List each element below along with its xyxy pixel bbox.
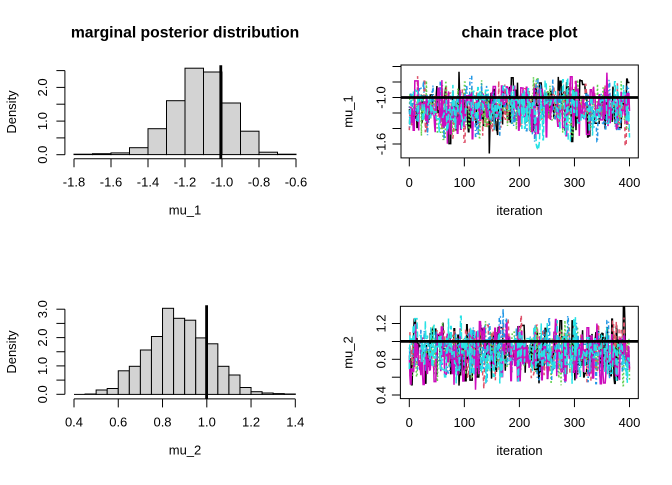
svg-text:mu_1: mu_1: [340, 95, 355, 128]
svg-text:-1.6: -1.6: [100, 175, 122, 190]
svg-text:-1.6: -1.6: [373, 133, 388, 155]
svg-text:-1.0: -1.0: [373, 86, 388, 108]
svg-text:400: 400: [619, 415, 641, 430]
svg-text:300: 300: [564, 415, 586, 430]
svg-text:2.0: 2.0: [35, 78, 50, 96]
svg-text:100: 100: [453, 175, 475, 190]
svg-text:0.4: 0.4: [65, 415, 83, 430]
svg-text:0: 0: [406, 415, 413, 430]
svg-text:marginal posterior distributio: marginal posterior distribution: [71, 25, 299, 42]
svg-text:100: 100: [453, 415, 475, 430]
svg-text:1.2: 1.2: [373, 314, 388, 332]
svg-text:200: 200: [509, 415, 531, 430]
svg-text:200: 200: [509, 175, 531, 190]
svg-text:iteration: iteration: [496, 443, 542, 458]
svg-text:0.4: 0.4: [373, 386, 388, 404]
svg-text:1.4: 1.4: [286, 415, 304, 430]
svg-text:0.8: 0.8: [373, 350, 388, 368]
svg-text:2.0: 2.0: [35, 329, 50, 347]
svg-text:1.0: 1.0: [35, 112, 50, 130]
svg-text:-1.0: -1.0: [211, 175, 233, 190]
svg-text:1.0: 1.0: [35, 357, 50, 375]
svg-text:0.0: 0.0: [35, 146, 50, 164]
svg-text:iteration: iteration: [496, 203, 542, 218]
svg-text:1.0: 1.0: [198, 415, 216, 430]
svg-text:400: 400: [619, 175, 641, 190]
svg-text:-0.6: -0.6: [285, 175, 307, 190]
svg-text:-0.8: -0.8: [248, 175, 270, 190]
svg-text:Density: Density: [4, 330, 19, 374]
svg-text:0: 0: [406, 175, 413, 190]
svg-text:300: 300: [564, 175, 586, 190]
svg-text:0.0: 0.0: [35, 385, 50, 403]
svg-text:mu_2: mu_2: [169, 443, 202, 458]
svg-text:-1.2: -1.2: [174, 175, 196, 190]
svg-text:-1.8: -1.8: [63, 175, 85, 190]
svg-text:1.2: 1.2: [242, 415, 260, 430]
svg-text:0.8: 0.8: [153, 415, 171, 430]
svg-text:mu_1: mu_1: [169, 203, 202, 218]
svg-text:Density: Density: [4, 90, 19, 134]
svg-text:-1.4: -1.4: [137, 175, 159, 190]
svg-text:chain trace plot: chain trace plot: [462, 25, 579, 42]
svg-text:3.0: 3.0: [35, 300, 50, 318]
svg-text:mu_2: mu_2: [340, 336, 355, 369]
svg-text:0.6: 0.6: [109, 415, 127, 430]
